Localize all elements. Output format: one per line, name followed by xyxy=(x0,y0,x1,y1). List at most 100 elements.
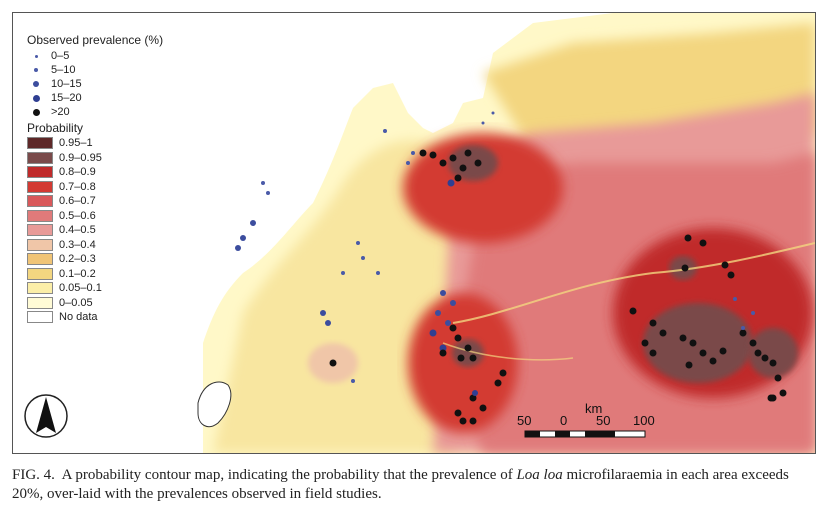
probability-legend-label: 0.2–0.3 xyxy=(59,253,96,266)
probability-title: Probability xyxy=(27,121,84,135)
observation-points xyxy=(235,111,787,425)
probability-legend-item: 0.6–0.7 xyxy=(27,194,187,209)
prevalence-dot-icon xyxy=(27,81,45,87)
observation-point xyxy=(419,149,427,157)
observation-point xyxy=(479,404,487,412)
prevalence-dot-icon xyxy=(27,54,45,58)
observation-point xyxy=(449,324,457,332)
probability-swatch xyxy=(27,209,53,222)
caption-species: Loa loa xyxy=(516,467,563,483)
observation-point xyxy=(699,349,707,357)
observation-point xyxy=(709,357,717,365)
observation-point xyxy=(459,417,467,425)
probability-legend-label: 0.9–0.95 xyxy=(59,151,102,164)
caption-prefix: FIG. 4. xyxy=(12,467,55,483)
probability-legend-item: 0.1–0.2 xyxy=(27,267,187,282)
observation-point xyxy=(435,310,441,316)
observation-point xyxy=(761,354,769,362)
observation-point xyxy=(361,256,365,260)
probability-swatch xyxy=(27,195,53,208)
observation-point xyxy=(411,151,415,155)
prevalence-dot-icon xyxy=(27,108,45,116)
observation-point xyxy=(440,290,446,296)
river xyxy=(442,342,574,361)
probability-legend-label: No data xyxy=(59,311,98,324)
caption-text-before: A probability contour map, indicating th… xyxy=(54,467,517,483)
hotspot-north-core xyxy=(448,145,498,181)
probability-legend-item: 0.4–0.5 xyxy=(27,223,187,238)
probability-legend-item: 0–0.05 xyxy=(27,296,187,311)
river xyxy=(452,242,815,324)
observation-point xyxy=(721,261,729,269)
observation-point xyxy=(727,271,735,279)
observation-point xyxy=(754,349,762,357)
scale-tick-label: 50 xyxy=(596,413,610,428)
probability-legend-item: 0.3–0.4 xyxy=(27,238,187,253)
observation-point xyxy=(235,245,241,251)
probability-map: km 50 0 50 100 xyxy=(13,13,815,453)
observation-point xyxy=(469,394,477,402)
north-arrow-icon xyxy=(24,394,68,438)
observation-point xyxy=(749,339,757,347)
observation-point xyxy=(459,164,467,172)
observation-point xyxy=(649,349,657,357)
scale-tick-label: 100 xyxy=(633,413,655,428)
observation-point xyxy=(454,174,462,182)
observation-point xyxy=(457,354,465,362)
observation-point xyxy=(429,329,437,337)
map-legend: Observed prevalence (%) 0–5 5–10 10–15 15–2… xyxy=(27,33,187,325)
observation-point xyxy=(741,326,745,330)
observation-point xyxy=(774,374,782,382)
observation-point xyxy=(406,161,410,165)
probability-list: 0.95–1 0.9–0.95 0.8–0.9 0.7–0.8 0.6–0.7 0.5–0… xyxy=(27,136,187,325)
island-outline xyxy=(197,381,232,428)
observation-point xyxy=(261,181,265,185)
probability-legend-item: 0.9–0.95 xyxy=(27,151,187,166)
probability-legend-item: 0.5–0.6 xyxy=(27,209,187,224)
observation-point xyxy=(684,234,692,242)
observation-point xyxy=(481,121,485,125)
observation-point xyxy=(454,334,462,342)
probability-legend-label: 0–0.05 xyxy=(59,296,93,309)
observation-point xyxy=(449,154,457,162)
observed-legend-item: 10–15 xyxy=(27,77,187,91)
observation-point xyxy=(383,129,387,133)
hotspot-east-core-2 xyxy=(748,328,798,378)
observation-point xyxy=(719,347,727,355)
observed-legend-item: >20 xyxy=(27,105,187,119)
caption-text-after: microfilaraemia in each area exceeds 20%… xyxy=(12,467,789,502)
probability-legend-label: 0.4–0.5 xyxy=(59,224,96,237)
observation-point xyxy=(376,271,380,275)
observation-point xyxy=(472,390,478,396)
observation-point xyxy=(450,300,456,306)
observation-point xyxy=(499,369,507,377)
probability-legend-label: 0.95–1 xyxy=(59,137,93,150)
probability-swatch xyxy=(27,151,53,164)
observed-legend-item: 0–5 xyxy=(27,49,187,63)
observation-point xyxy=(779,389,787,397)
probability-legend-item: 0.7–0.8 xyxy=(27,180,187,195)
observed-legend-item: 15–20 xyxy=(27,91,187,105)
scale-unit-label: km xyxy=(585,401,602,416)
probability-legend-item: 0.2–0.3 xyxy=(27,252,187,267)
probability-legend-item: 0.05–0.1 xyxy=(27,281,187,296)
probability-legend-item: No data xyxy=(27,310,187,325)
observation-point xyxy=(491,111,495,115)
observation-point xyxy=(641,339,649,347)
observed-legend-label: 10–15 xyxy=(51,78,82,90)
probability-legend-item: 0.8–0.9 xyxy=(27,165,187,180)
probability-legend-label: 0.1–0.2 xyxy=(59,267,96,280)
observed-legend-item: 5–10 xyxy=(27,63,187,77)
prevalence-dot-icon xyxy=(27,94,45,102)
observation-point xyxy=(250,220,256,226)
probability-swatch xyxy=(27,253,53,266)
observation-point xyxy=(767,394,775,402)
probability-swatch xyxy=(27,224,53,237)
observed-legend-label: 15–20 xyxy=(51,92,82,104)
probability-swatch xyxy=(27,311,53,324)
observation-point xyxy=(454,409,462,417)
observation-point xyxy=(469,354,477,362)
probability-swatch xyxy=(27,238,53,251)
observation-point xyxy=(325,320,331,326)
scale-bar: km 50 0 50 100 xyxy=(517,401,655,438)
